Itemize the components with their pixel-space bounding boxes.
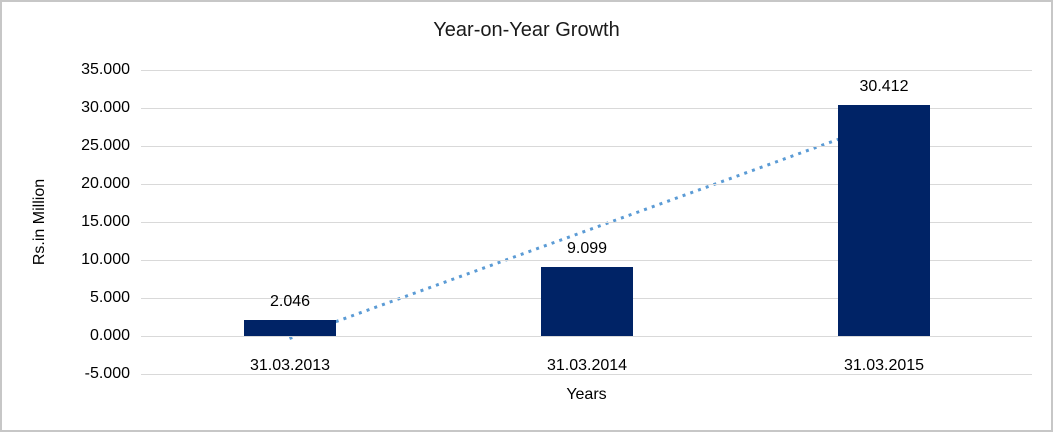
chart-title: Year-on-Year Growth — [433, 19, 620, 41]
y-tick-label: 0.000 — [89, 327, 130, 344]
gridline — [141, 108, 1032, 109]
x-category-label: 31.03.2015 — [843, 357, 925, 374]
x-category-label: 31.03.2013 — [249, 357, 331, 374]
y-tick-label: 5.000 — [89, 289, 130, 306]
y-tick-label: 20.000 — [81, 175, 130, 192]
gridline — [141, 336, 1032, 337]
y-tick-label: 10.000 — [81, 251, 130, 268]
bar — [244, 320, 336, 336]
y-tick-label: 30.000 — [81, 99, 130, 116]
bar-data-label: 2.046 — [269, 293, 311, 310]
gridline — [141, 374, 1032, 375]
y-tick-label: 35.000 — [81, 61, 130, 78]
gridline — [141, 184, 1032, 185]
bar — [838, 105, 930, 336]
x-axis-title: Years — [566, 386, 607, 403]
y-tick-label: -5.000 — [84, 365, 130, 382]
bar — [541, 267, 633, 336]
gridline — [141, 70, 1032, 71]
gridline — [141, 260, 1032, 261]
y-tick-label: 15.000 — [81, 213, 130, 230]
gridline — [141, 146, 1032, 147]
x-category-label: 31.03.2014 — [546, 357, 628, 374]
bar-data-label: 30.412 — [859, 78, 909, 95]
gridline — [141, 222, 1032, 223]
bar-data-label: 9.099 — [566, 240, 608, 257]
y-tick-label: 25.000 — [81, 137, 130, 154]
